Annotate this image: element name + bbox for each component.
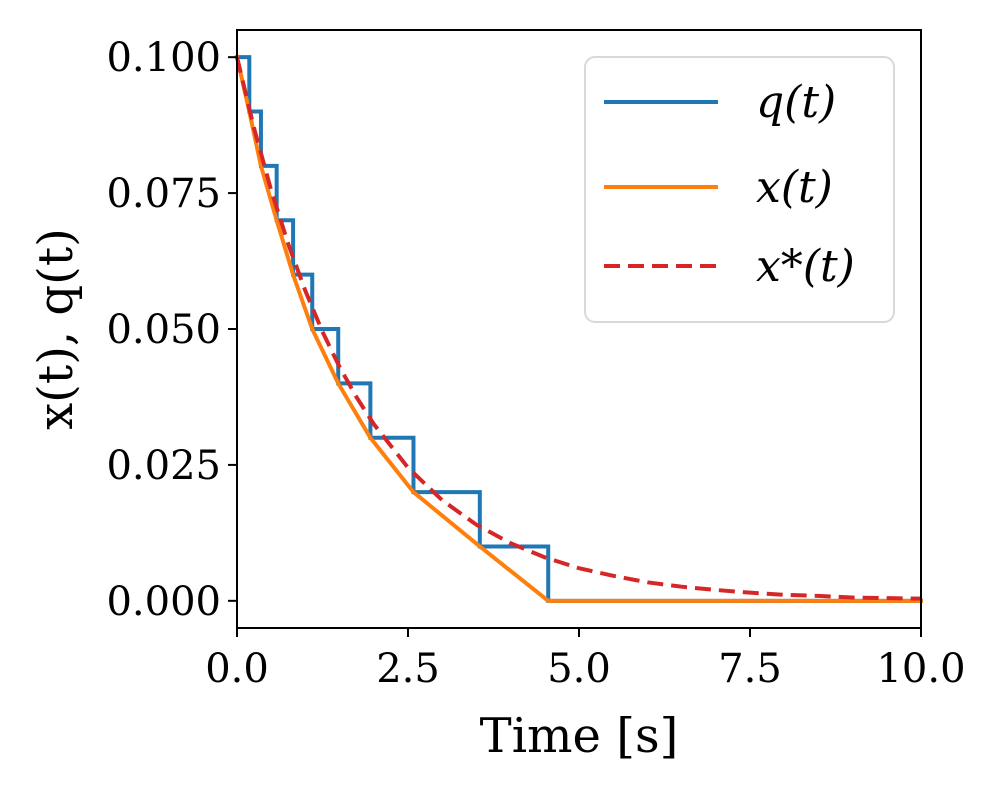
y-tick-label: 0.100 xyxy=(106,35,221,81)
series-line-q-t xyxy=(235,55,923,603)
y-tick-label: 0.025 xyxy=(106,443,221,489)
x-tick-label: 2.5 xyxy=(376,646,440,692)
legend: q(t) x(t) x*(t) xyxy=(584,56,895,323)
y-tick-label: 0.075 xyxy=(106,171,221,217)
series-line-x-t xyxy=(234,54,923,603)
series-line-x-t xyxy=(235,56,922,601)
legend-label: x*(t) xyxy=(756,241,855,292)
x-tick-label: 10.0 xyxy=(876,646,965,692)
y-tick-label: 0.050 xyxy=(106,307,221,353)
legend-label: q(t) xyxy=(756,77,836,128)
y-axis-label: x(t), q(t) xyxy=(28,228,84,430)
x-tick-label: 7.5 xyxy=(718,646,782,692)
x-tick-label: 5.0 xyxy=(547,646,611,692)
x-axis-label: Time [s] xyxy=(480,708,679,764)
axis-layer: 0.0 2.5 5.0 7.5 10.0 0.000 0.025 0.050 0.075 0.10… xyxy=(106,35,965,692)
x-tick-label: 0.0 xyxy=(205,646,269,692)
y-tick-label: 0.000 xyxy=(106,579,221,625)
legend-box xyxy=(584,56,895,323)
series-layer xyxy=(234,54,923,603)
legend-label: x(t) xyxy=(756,162,833,213)
